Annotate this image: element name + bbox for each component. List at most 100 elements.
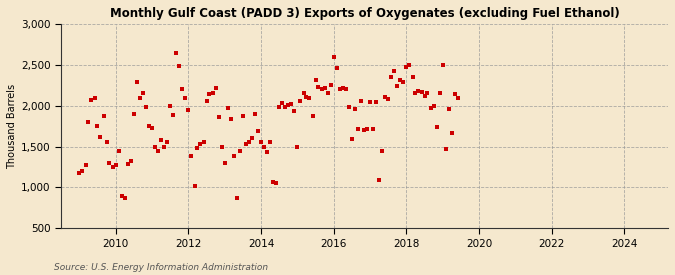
Point <box>346 137 357 141</box>
Point <box>86 98 97 102</box>
Point <box>150 144 161 149</box>
Point <box>119 196 130 200</box>
Point <box>267 180 278 184</box>
Point <box>228 154 239 159</box>
Point <box>89 95 100 100</box>
Point <box>385 75 396 79</box>
Point <box>132 80 142 84</box>
Point <box>325 83 336 87</box>
Point <box>126 159 136 164</box>
Point <box>171 51 182 56</box>
Point <box>380 95 391 99</box>
Point <box>416 90 427 94</box>
Point <box>189 184 200 188</box>
Point <box>443 107 454 111</box>
Point <box>265 140 275 145</box>
Point <box>283 103 294 107</box>
Point <box>304 95 315 100</box>
Point <box>117 194 128 198</box>
Point <box>195 142 206 146</box>
Point <box>401 65 412 70</box>
Point <box>232 196 242 200</box>
Point <box>313 85 324 89</box>
Point <box>210 86 221 90</box>
Point <box>250 112 261 116</box>
Point <box>274 105 285 109</box>
Point <box>383 97 394 101</box>
Point <box>198 140 209 145</box>
Point <box>371 99 381 104</box>
Point <box>244 139 254 144</box>
Point <box>128 112 139 116</box>
Point <box>344 104 354 109</box>
Point <box>374 178 385 182</box>
Point <box>113 148 124 153</box>
Point <box>289 109 300 114</box>
Point <box>204 92 215 97</box>
Point <box>271 181 281 186</box>
Point <box>180 95 191 100</box>
Point <box>256 140 267 145</box>
Point <box>450 92 460 97</box>
Point <box>422 91 433 96</box>
Point <box>277 101 288 105</box>
Point <box>368 126 379 131</box>
Point <box>217 144 227 149</box>
Point <box>134 95 145 100</box>
Point <box>410 90 421 95</box>
Point <box>340 87 351 92</box>
Point <box>322 90 333 95</box>
Point <box>338 86 348 90</box>
Point <box>153 148 163 153</box>
Point <box>262 150 273 155</box>
Point <box>159 145 169 150</box>
Point <box>335 87 346 92</box>
Point <box>280 104 291 109</box>
Point <box>413 89 424 93</box>
Point <box>110 163 121 167</box>
Point <box>246 135 257 140</box>
Title: Monthly Gulf Coast (PADD 3) Exports of Oxygenates (excluding Fuel Ethanol): Monthly Gulf Coast (PADD 3) Exports of O… <box>110 7 620 20</box>
Point <box>319 86 330 90</box>
Point <box>177 87 188 92</box>
Point <box>240 142 251 146</box>
Point <box>437 63 448 67</box>
Point <box>292 144 303 149</box>
Point <box>238 113 248 118</box>
Point <box>101 140 112 145</box>
Point <box>404 63 414 67</box>
Point <box>92 124 103 128</box>
Point <box>107 165 118 169</box>
Point <box>146 126 157 130</box>
Point <box>317 87 327 92</box>
Point <box>407 75 418 79</box>
Text: Source: U.S. Energy Information Administration: Source: U.S. Energy Information Administ… <box>54 263 268 272</box>
Point <box>425 106 436 110</box>
Point <box>395 78 406 82</box>
Point <box>259 144 269 149</box>
Point <box>201 98 212 103</box>
Point <box>362 126 373 131</box>
Point <box>350 107 360 111</box>
Point <box>222 106 233 110</box>
Point <box>234 149 245 154</box>
Point <box>286 102 296 106</box>
Point <box>328 54 339 59</box>
Point <box>207 90 218 95</box>
Point <box>104 161 115 165</box>
Point <box>453 96 464 101</box>
Point <box>77 169 88 173</box>
Point <box>167 112 178 117</box>
Point <box>310 78 321 82</box>
Point <box>440 147 451 151</box>
Point <box>431 125 442 129</box>
Point <box>389 69 400 73</box>
Point <box>364 99 375 104</box>
Point <box>419 94 430 98</box>
Point <box>358 128 369 133</box>
Point <box>95 134 106 139</box>
Point <box>162 139 173 144</box>
Point <box>398 80 409 84</box>
Point <box>186 154 196 159</box>
Point <box>156 138 167 142</box>
